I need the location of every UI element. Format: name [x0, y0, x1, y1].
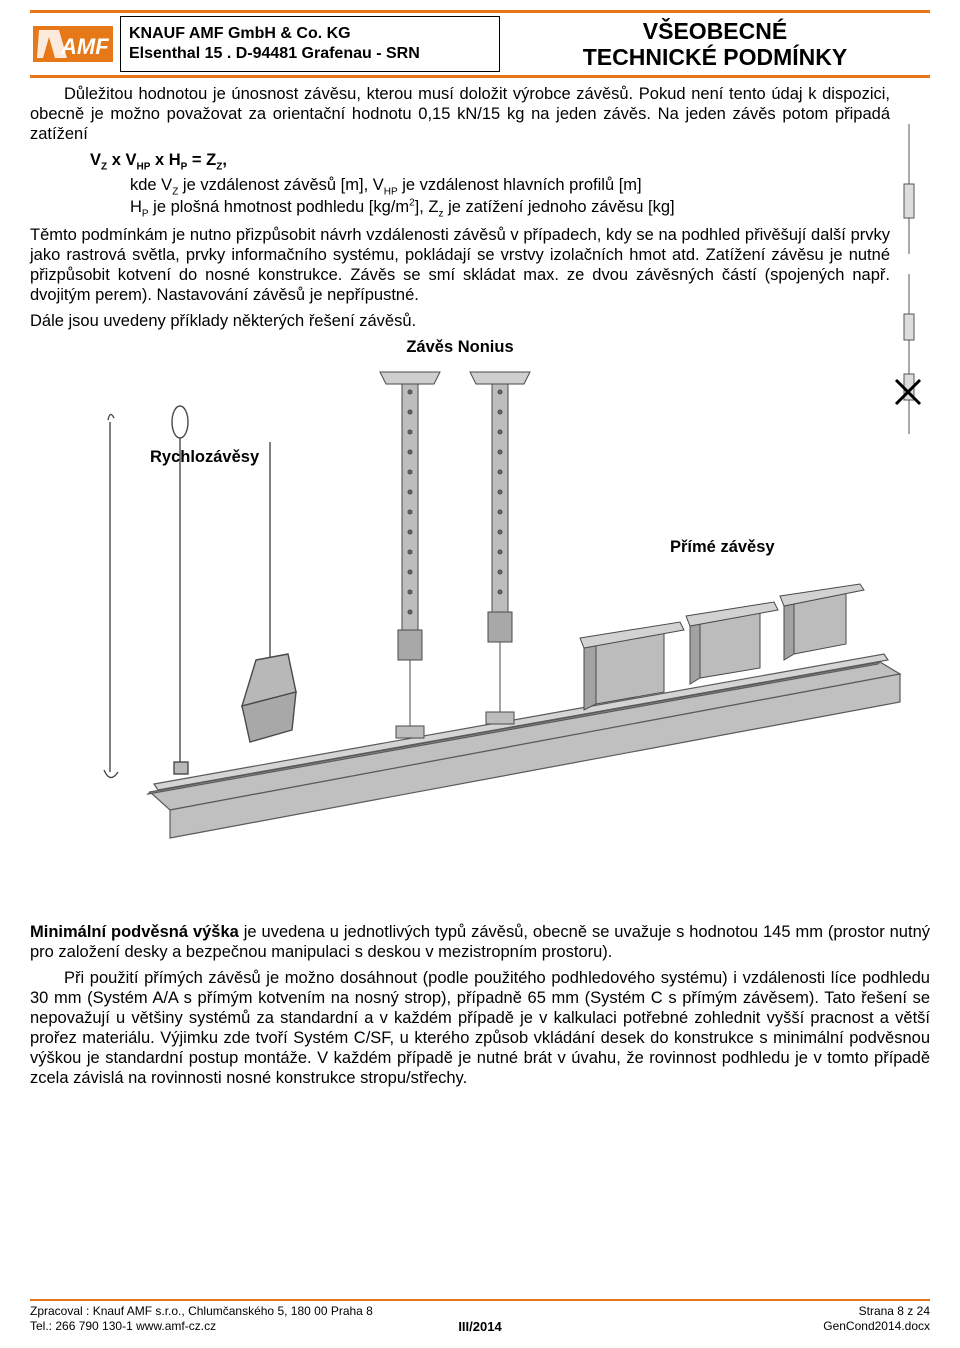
paragraph-5: Při použití přímých závěsů je možno dosá… — [30, 968, 930, 1089]
paragraph-3: Dále jsou uvedeny příklady některých řeš… — [30, 311, 890, 331]
diagram-svg — [30, 362, 930, 922]
page-header: AMF KNAUF AMF GmbH & Co. KG Elsenthal 15… — [30, 10, 930, 78]
title-line-2: TECHNICKÉ PODMÍNKY — [583, 44, 848, 70]
body-content: Důležitou hodnotou je únosnost závěsu, k… — [30, 84, 930, 358]
formula-legend-1: kde VZ je vzdálenost závěsů [m], VHP je … — [130, 175, 890, 195]
paragraph-1: Důležitou hodnotou je únosnost závěsu, k… — [30, 84, 890, 144]
title-line-1: VŠEOBECNÉ — [643, 18, 787, 44]
document-title: VŠEOBECNÉ TECHNICKÉ PODMÍNKY — [500, 13, 930, 75]
formula-legend-2: HP je plošná hmotnost podhledu [kg/m2], … — [130, 197, 890, 217]
page-footer: Zpracoval : Knauf AMF s.r.o., Chlumčansk… — [30, 1299, 930, 1334]
paragraph-2: Těmto podmínkám je nutno přizpůsobit náv… — [30, 225, 890, 306]
footer-contact: Tel.: 266 790 130-1 www.amf-cz.cz — [30, 1319, 458, 1334]
footer-page-number: Strana 8 z 24 — [502, 1304, 930, 1318]
footer-date — [458, 1304, 501, 1318]
svg-text:AMF: AMF — [60, 34, 109, 59]
footer-author: Zpracoval : Knauf AMF s.r.o., Chlumčansk… — [30, 1304, 458, 1318]
company-address: Elsenthal 15 . D-94481 Grafenau - SRN — [129, 44, 491, 64]
label-nonius: Závěs Nonius — [30, 337, 890, 357]
load-formula: VZ x VHP x HP = ZZ, — [90, 150, 890, 170]
company-address-box: KNAUF AMF GmbH & Co. KG Elsenthal 15 . D… — [120, 16, 500, 72]
amf-logo-icon: AMF — [32, 16, 114, 72]
company-name: KNAUF AMF GmbH & Co. KG — [129, 24, 491, 44]
footer-filename: GenCond2014.docx — [502, 1319, 930, 1334]
paragraph-4: Minimální podvěsná výška je uvedena u je… — [30, 922, 930, 962]
lower-body: Minimální podvěsná výška je uvedena u je… — [30, 922, 930, 1089]
footer-date-value: III/2014 — [458, 1319, 501, 1334]
hanger-types-diagram: Rychlozávěsy Přímé závěsy — [30, 362, 930, 922]
brand-logo: AMF — [30, 13, 116, 75]
